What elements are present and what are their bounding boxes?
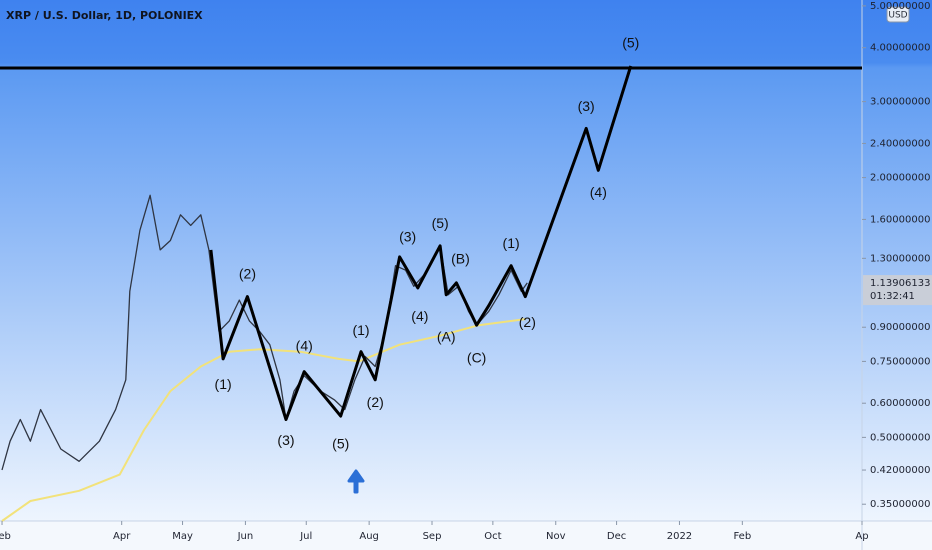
x-tick-label: 2022 <box>667 531 692 542</box>
wave-label: (3) <box>399 229 416 245</box>
wave-label: (4) <box>296 338 313 354</box>
y-tick-label: 2.40000000 <box>870 138 930 149</box>
wave-label: (4) <box>411 308 428 324</box>
x-tick-label: Oct <box>484 531 501 542</box>
wave-label: (4) <box>590 184 607 200</box>
last-price-badge <box>863 275 932 306</box>
y-tick-label: 5.00000000 <box>870 1 930 12</box>
wave-label: (1) <box>215 376 232 392</box>
wave-label: (1) <box>503 235 520 251</box>
x-tick-label: Dec <box>607 531 626 542</box>
last-price-label: 1.13906133 <box>870 278 930 289</box>
x-tick-label: Sep <box>423 531 442 542</box>
wave-label: (2) <box>519 314 536 330</box>
x-tick-label: Aug <box>359 531 379 542</box>
price-line <box>1 194 528 471</box>
currency-label: USD <box>888 11 907 21</box>
y-tick-label: 0.50000000 <box>870 432 930 443</box>
wave-label: (2) <box>367 394 384 410</box>
arrow-icon <box>347 469 365 494</box>
currency-badge[interactable] <box>886 6 910 23</box>
x-tick-label: Jun <box>237 531 254 542</box>
symbol-title: XRP / U.S. Dollar, 1D, POLONIEX <box>6 9 203 22</box>
x-tick-label: Jul <box>299 531 312 542</box>
y-tick-label: 3.00000000 <box>870 97 930 108</box>
wave-path <box>209 65 633 421</box>
wave-label: (C) <box>467 350 486 366</box>
time-axis-background <box>0 521 932 550</box>
x-tick-label: Feb <box>733 531 751 542</box>
y-tick-label: 0.35000000 <box>870 499 930 510</box>
x-tick-label: Apr <box>113 531 131 542</box>
chart-background <box>0 0 932 521</box>
y-tick-label: 0.90000000 <box>870 322 930 333</box>
wave-label: (1) <box>352 322 369 338</box>
x-tick-label: Nov <box>546 531 566 542</box>
y-tick-label: 0.60000000 <box>870 398 930 409</box>
wave-label: (B) <box>451 250 470 266</box>
wave-label: (2) <box>239 266 256 282</box>
wave-label: (5) <box>432 215 449 231</box>
y-tick-label: 0.42000000 <box>870 465 930 476</box>
x-tick-label: Feb <box>0 531 11 542</box>
moving-average-line <box>1 318 526 522</box>
wave-label: (5) <box>622 35 639 51</box>
y-tick-label: 1.60000000 <box>870 214 930 225</box>
y-tick-label: 1.30000000 <box>870 253 930 264</box>
wave-label: (3) <box>277 432 294 448</box>
y-tick-label: 4.00000000 <box>870 43 930 54</box>
wave-label: (5) <box>332 436 349 452</box>
wave-label: (3) <box>578 98 595 114</box>
x-tick-label: May <box>172 531 193 542</box>
countdown-label: 01:32:41 <box>870 291 915 302</box>
x-tick-label: Ap <box>855 531 868 542</box>
y-tick-label: 2.00000000 <box>870 173 930 184</box>
plot-area: (1) (2) (3) (4) (5) (1) (2) (3) (4) (5) (B) (A) (C) (… <box>0 35 862 522</box>
wave-label: (A) <box>437 329 456 345</box>
y-tick-label: 0.75000000 <box>870 356 930 367</box>
